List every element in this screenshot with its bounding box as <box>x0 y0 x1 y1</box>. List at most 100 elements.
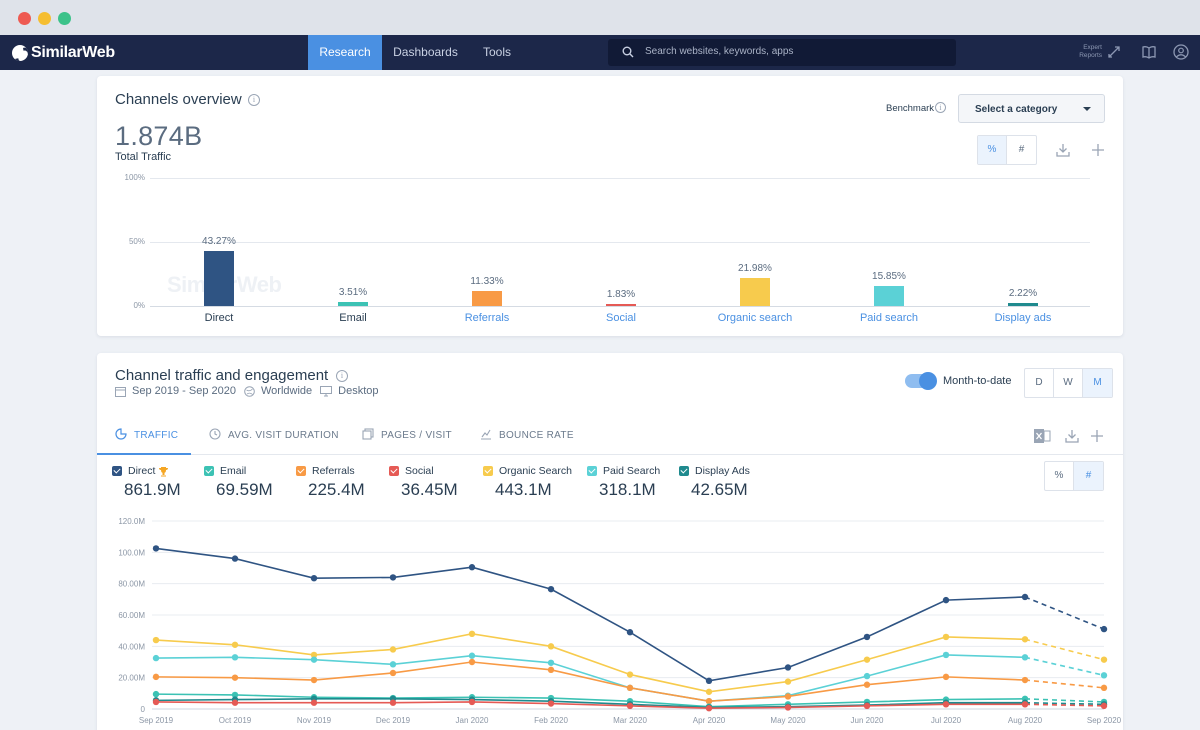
bar-display-ads[interactable] <box>1008 303 1038 306</box>
user-account-icon[interactable] <box>1173 44 1189 60</box>
data-point[interactable] <box>310 651 318 659</box>
bar-category-label[interactable]: Referrals <box>464 312 510 324</box>
close-window-button[interactable] <box>18 12 31 25</box>
tab-traffic[interactable]: TRAFFIC <box>97 419 191 455</box>
data-point[interactable] <box>1100 672 1108 679</box>
data-point[interactable] <box>863 633 871 641</box>
legend-item-email[interactable]: Email 69.59M <box>204 465 273 500</box>
download-icon[interactable] <box>1064 428 1080 444</box>
data-point[interactable] <box>1021 701 1029 708</box>
legend-item-display-ads[interactable]: Display Ads 42.65M <box>679 465 750 500</box>
minimize-window-button[interactable] <box>38 12 51 25</box>
legend-item-direct[interactable]: Direct 861.9M <box>112 465 181 500</box>
month-to-date-switch[interactable] <box>905 372 937 390</box>
maximize-window-button[interactable] <box>58 12 71 25</box>
data-point[interactable] <box>705 705 713 712</box>
data-point[interactable] <box>231 555 239 562</box>
data-point[interactable] <box>310 699 318 706</box>
search-bar[interactable]: Search websites, keywords, apps <box>608 39 956 66</box>
data-point[interactable] <box>1021 654 1029 661</box>
data-point[interactable] <box>705 688 713 695</box>
data-point[interactable] <box>784 678 792 685</box>
nav-tab-research[interactable]: Research <box>308 35 382 70</box>
legend-item-social[interactable]: Social 36.45M <box>389 465 458 500</box>
bar-organic-search[interactable] <box>740 277 770 306</box>
percent-toggle-button[interactable]: % <box>1045 462 1074 490</box>
data-point[interactable] <box>231 699 239 706</box>
bar-paid-search[interactable] <box>874 285 904 306</box>
data-point[interactable] <box>152 545 160 552</box>
data-point[interactable] <box>705 677 713 684</box>
add-icon[interactable] <box>1090 142 1106 158</box>
data-point[interactable] <box>1021 593 1029 601</box>
benchmark-info-icon[interactable]: i <box>935 102 946 113</box>
info-icon[interactable]: i <box>248 94 260 106</box>
data-point[interactable] <box>626 671 634 678</box>
bar-email[interactable] <box>338 301 368 306</box>
granularity-weekly-button[interactable]: W <box>1054 369 1083 397</box>
data-point[interactable] <box>231 691 239 699</box>
legend-item-paid-search[interactable]: Paid Search 318.1M <box>587 465 660 500</box>
data-point[interactable] <box>152 673 160 681</box>
data-point[interactable] <box>942 633 950 641</box>
data-point[interactable] <box>152 654 160 662</box>
data-point[interactable] <box>1100 702 1108 710</box>
data-point[interactable] <box>626 629 634 636</box>
data-point[interactable] <box>389 646 397 653</box>
data-point[interactable] <box>626 684 634 692</box>
number-toggle-button[interactable]: # <box>1074 462 1103 490</box>
data-point[interactable] <box>863 672 871 680</box>
checkbox-icon[interactable] <box>679 466 689 476</box>
data-point[interactable] <box>389 699 397 706</box>
data-point[interactable] <box>784 664 792 671</box>
bar-social[interactable] <box>606 303 636 306</box>
checkbox-icon[interactable] <box>204 466 214 476</box>
percent-toggle-button[interactable]: % <box>978 136 1007 164</box>
bar-category-label[interactable]: Organic search <box>717 312 793 324</box>
legend-item-referrals[interactable]: Referrals 225.4M <box>296 465 365 500</box>
nav-tab-tools[interactable]: Tools <box>482 45 511 59</box>
checkbox-icon[interactable] <box>112 466 122 476</box>
bar-referrals[interactable] <box>472 291 502 306</box>
bar-category-label[interactable]: Paid search <box>859 312 919 324</box>
legend-item-organic-search[interactable]: Organic Search 443.1M <box>483 465 572 500</box>
data-point[interactable] <box>310 656 318 663</box>
category-select[interactable]: Select a category <box>958 94 1105 123</box>
data-point[interactable] <box>468 698 476 706</box>
data-point[interactable] <box>1021 676 1029 684</box>
data-point[interactable] <box>389 661 397 668</box>
data-point[interactable] <box>152 698 160 706</box>
data-point[interactable] <box>310 574 318 582</box>
data-point[interactable] <box>863 656 871 663</box>
bar-direct[interactable] <box>204 250 234 306</box>
data-point[interactable] <box>942 596 950 604</box>
tab-pages-per-visit[interactable]: PAGES / VISIT <box>362 419 452 455</box>
granularity-daily-button[interactable]: D <box>1025 369 1054 397</box>
data-point[interactable] <box>468 658 476 666</box>
bar-category-label[interactable]: Display ads <box>994 312 1052 324</box>
data-point[interactable] <box>547 700 555 707</box>
data-point[interactable] <box>310 676 318 684</box>
info-icon[interactable]: i <box>336 370 348 382</box>
data-point[interactable] <box>468 630 476 637</box>
data-point[interactable] <box>231 654 239 661</box>
expert-reports-label[interactable]: Expert Reports <box>1079 44 1102 59</box>
checkbox-icon[interactable] <box>389 466 399 476</box>
data-point[interactable] <box>468 652 476 659</box>
data-point[interactable] <box>547 666 555 674</box>
data-point[interactable] <box>547 643 555 650</box>
data-point[interactable] <box>942 701 950 708</box>
data-point[interactable] <box>626 702 634 710</box>
data-point[interactable] <box>389 669 397 677</box>
data-point[interactable] <box>942 651 950 659</box>
excel-export-icon[interactable] <box>1033 427 1051 445</box>
tab-bounce-rate[interactable]: BOUNCE RATE <box>480 419 574 455</box>
data-point[interactable] <box>547 659 555 666</box>
download-icon[interactable] <box>1055 142 1071 158</box>
book-icon[interactable] <box>1141 44 1157 60</box>
tab-avg-visit-duration[interactable]: AVG. VISIT DURATION <box>209 419 339 455</box>
data-point[interactable] <box>1100 656 1108 663</box>
data-point[interactable] <box>1100 625 1108 633</box>
data-point[interactable] <box>389 574 397 581</box>
data-point[interactable] <box>152 636 160 644</box>
